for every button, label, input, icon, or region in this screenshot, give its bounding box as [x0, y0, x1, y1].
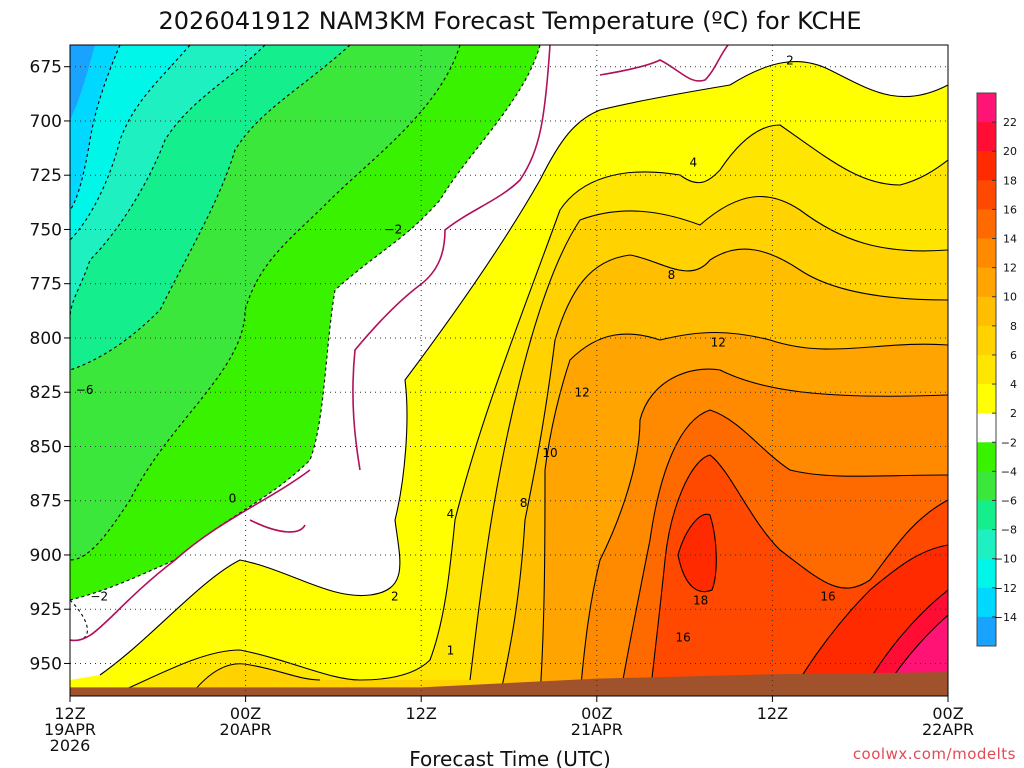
- y-tick-label: 825: [30, 383, 62, 403]
- contour-label: −2: [90, 589, 108, 603]
- y-axis-ticks: 675 700 725 750 775 800 825 850 875 900 925 950: [30, 58, 70, 674]
- contour-label: 10: [542, 446, 557, 460]
- plot-area: [70, 45, 948, 696]
- colorbar-swatch: [977, 151, 996, 181]
- x-tick-label: 00Z: [230, 704, 261, 723]
- colorbar-label: 16: [1003, 203, 1017, 216]
- contour-label: 16: [820, 589, 835, 603]
- x-tick-label: 21APR: [571, 720, 623, 739]
- x-tick-label: 2026: [50, 736, 91, 755]
- contour-label: 8: [520, 496, 528, 510]
- plot-frame: [69, 44, 949, 697]
- colorbar-label: −2: [1001, 436, 1017, 449]
- terrain: [70, 672, 948, 696]
- colorbar-label: 14: [1003, 233, 1017, 246]
- colorbar-swatch: [977, 180, 996, 210]
- colorbar-label: 18: [1003, 174, 1017, 187]
- x-tick-label: 00Z: [581, 704, 612, 723]
- contour-labels: 2 4 8 12 12 10 8 18 16 16 4 2 −2 0 −6 −2 1: [76, 53, 836, 658]
- x-tick-label: 00Z: [932, 704, 963, 723]
- colorbar-label: −4: [1001, 465, 1017, 478]
- x-tick-label: 20APR: [220, 720, 272, 739]
- colorbar-swatch: [977, 354, 996, 385]
- chart-title: 2026041912 NAM3KM Forecast Temperature (…: [158, 7, 861, 35]
- colorbar-swatch: [977, 325, 996, 356]
- colorbar-swatch: [977, 384, 996, 414]
- colorbar-swatch: [977, 500, 996, 531]
- colorbar-swatch: [977, 238, 996, 269]
- y-tick-label: 700: [30, 112, 62, 132]
- zero-isotherms: [70, 45, 729, 642]
- colorbar-label: 2: [1010, 407, 1017, 420]
- y-tick-label: 850: [30, 437, 62, 457]
- colorbar-swatch: [977, 558, 996, 589]
- colorbar-swatch: [977, 122, 996, 152]
- colorbar-swatch: [977, 267, 996, 298]
- colorbar: 22 20 18 16 14 12 10 8 6 4 2 −2 −4 −6 −8 −10 −12 −14: [976, 92, 1017, 647]
- x-tick-label: 22APR: [922, 720, 974, 739]
- colorbar-frame: [976, 92, 997, 647]
- contour-label: −2: [385, 223, 403, 237]
- credit-link[interactable]: coolwx.com/modelts: [853, 745, 1016, 763]
- colorbar-swatch: [977, 587, 996, 618]
- contour-label: 16: [675, 631, 690, 645]
- y-tick-label: 775: [30, 275, 62, 295]
- colorbar-label: 12: [1003, 262, 1017, 275]
- colorbar-swatch: [977, 296, 996, 327]
- colorbar-swatch: [977, 93, 996, 123]
- contour-label: 8: [668, 268, 676, 282]
- y-tick-label: 925: [30, 600, 62, 620]
- contour-label: −6: [76, 383, 94, 397]
- colorbar-swatch: [977, 209, 996, 240]
- colorbar-label: 22: [1003, 116, 1017, 129]
- colorbar-label: −6: [1001, 494, 1017, 507]
- colorbar-label: 4: [1010, 378, 1017, 391]
- fill-cold-min: [70, 45, 95, 120]
- colorbar-swatch: [977, 442, 996, 472]
- contour-label: 4: [690, 155, 698, 169]
- contour-label: 4: [447, 507, 455, 521]
- colorbar-label: −12: [994, 582, 1017, 595]
- colorbar-swatch: [977, 529, 996, 560]
- contour-label: 18: [693, 594, 708, 608]
- contour-lines: [70, 45, 948, 696]
- y-tick-label: 675: [30, 58, 62, 78]
- x-tick-label: 12Z: [757, 704, 788, 723]
- colorbar-label: −14: [994, 611, 1017, 624]
- colorbar-swatch: [977, 413, 996, 443]
- y-tick-label: 950: [30, 654, 62, 674]
- y-tick-label: 900: [30, 546, 62, 566]
- colorbar-label: 10: [1003, 291, 1017, 304]
- colorbar-label: 6: [1010, 349, 1017, 362]
- y-tick-label: 875: [30, 492, 62, 512]
- colorbar-label: 20: [1003, 145, 1017, 158]
- contour-label: 1: [447, 644, 455, 658]
- contour-label: 0: [229, 492, 237, 506]
- y-tick-label: 725: [30, 166, 62, 186]
- contour-label: 12: [575, 385, 590, 399]
- fill-warm-18-core: [678, 514, 717, 592]
- colorbar-swatch: [977, 616, 996, 647]
- contour-label: 2: [391, 589, 399, 603]
- y-tick-label: 750: [30, 220, 62, 240]
- y-tick-label: 800: [30, 329, 62, 349]
- colorbar-label: 8: [1010, 320, 1017, 333]
- colorbar-label: −10: [994, 553, 1017, 566]
- x-tick-label: 12Z: [54, 704, 85, 723]
- colorbar-swatch: [977, 471, 996, 501]
- x-tick-label: 19APR: [44, 720, 96, 739]
- x-axis-label: Forecast Time (UTC): [409, 747, 611, 768]
- colorbar-label: −8: [1001, 524, 1017, 537]
- gridlines: [70, 45, 948, 696]
- contour-label: 2: [786, 53, 794, 67]
- x-tick-label: 12Z: [406, 704, 437, 723]
- contour-label: 12: [711, 335, 726, 349]
